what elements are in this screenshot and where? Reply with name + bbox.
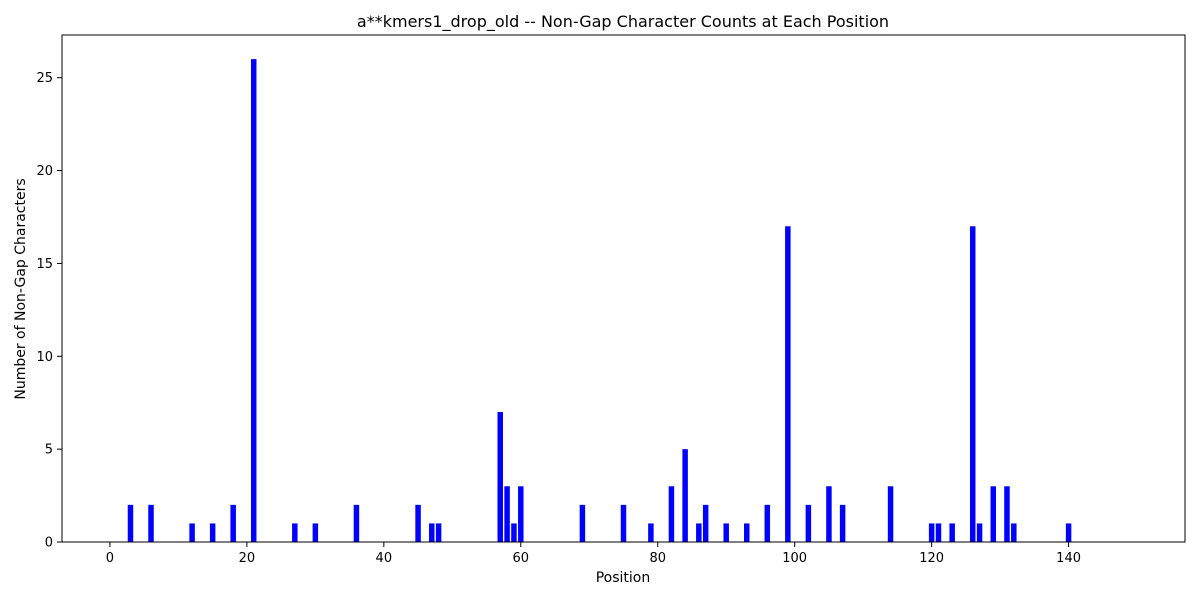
x-tick-label: 100 bbox=[782, 551, 807, 566]
bar bbox=[764, 504, 771, 542]
bar bbox=[292, 523, 298, 542]
y-tick-label: 10 bbox=[36, 350, 53, 365]
y-tick-label: 5 bbox=[45, 443, 53, 458]
x-tick-label: 40 bbox=[376, 551, 393, 566]
bar bbox=[435, 523, 442, 542]
bar bbox=[668, 486, 675, 542]
y-tick-label: 25 bbox=[36, 71, 53, 86]
bar bbox=[744, 523, 750, 542]
bar bbox=[785, 226, 791, 543]
bar bbox=[497, 412, 503, 542]
bar bbox=[353, 504, 360, 542]
y-tick-label: 0 bbox=[45, 536, 53, 551]
bar bbox=[230, 504, 236, 542]
bar bbox=[250, 59, 257, 543]
bar bbox=[511, 523, 517, 542]
x-tick-label: 20 bbox=[239, 551, 256, 566]
bars-group bbox=[127, 59, 1072, 543]
bar bbox=[887, 486, 894, 542]
x-axis-title: Position bbox=[596, 570, 651, 586]
x-tick-label: 0 bbox=[106, 551, 114, 566]
bar bbox=[312, 523, 319, 542]
bar bbox=[702, 504, 709, 542]
bar bbox=[648, 523, 654, 542]
bar bbox=[839, 504, 846, 542]
bar bbox=[148, 504, 154, 542]
x-axis-ticks: 0 20 40 60 80 100 120 140 bbox=[106, 542, 1081, 566]
y-axis-title: Number of Non-Gap Characters bbox=[13, 178, 29, 399]
bar bbox=[1004, 486, 1010, 542]
plot-area-frame bbox=[61, 34, 1186, 543]
x-tick-label: 140 bbox=[1056, 551, 1081, 566]
bar bbox=[990, 486, 997, 542]
chart-title: a**kmers1_drop_old -- Non-Gap Character … bbox=[357, 12, 889, 32]
bar bbox=[935, 523, 942, 542]
bar bbox=[928, 523, 935, 542]
bar bbox=[969, 226, 976, 543]
bar bbox=[696, 523, 702, 542]
bar bbox=[1065, 523, 1072, 542]
y-tick-label: 15 bbox=[36, 257, 53, 272]
x-tick-label: 60 bbox=[513, 551, 530, 566]
x-tick-label: 120 bbox=[919, 551, 944, 566]
bar bbox=[1011, 523, 1017, 542]
bar bbox=[826, 486, 832, 542]
bar bbox=[415, 504, 421, 542]
bar bbox=[127, 504, 134, 542]
bar bbox=[805, 504, 812, 542]
bar bbox=[682, 449, 688, 542]
bar bbox=[579, 504, 586, 542]
bar bbox=[976, 523, 983, 542]
bar bbox=[504, 486, 510, 542]
y-axis-ticks: 0 5 10 15 20 25 bbox=[36, 71, 62, 551]
bar bbox=[209, 523, 216, 542]
bar bbox=[949, 523, 955, 542]
x-tick-label: 80 bbox=[649, 551, 666, 566]
y-tick-label: 20 bbox=[36, 164, 53, 179]
bar bbox=[723, 523, 729, 542]
bar bbox=[189, 523, 195, 542]
bar bbox=[518, 486, 524, 542]
bar bbox=[429, 523, 435, 542]
bar bbox=[620, 504, 627, 542]
